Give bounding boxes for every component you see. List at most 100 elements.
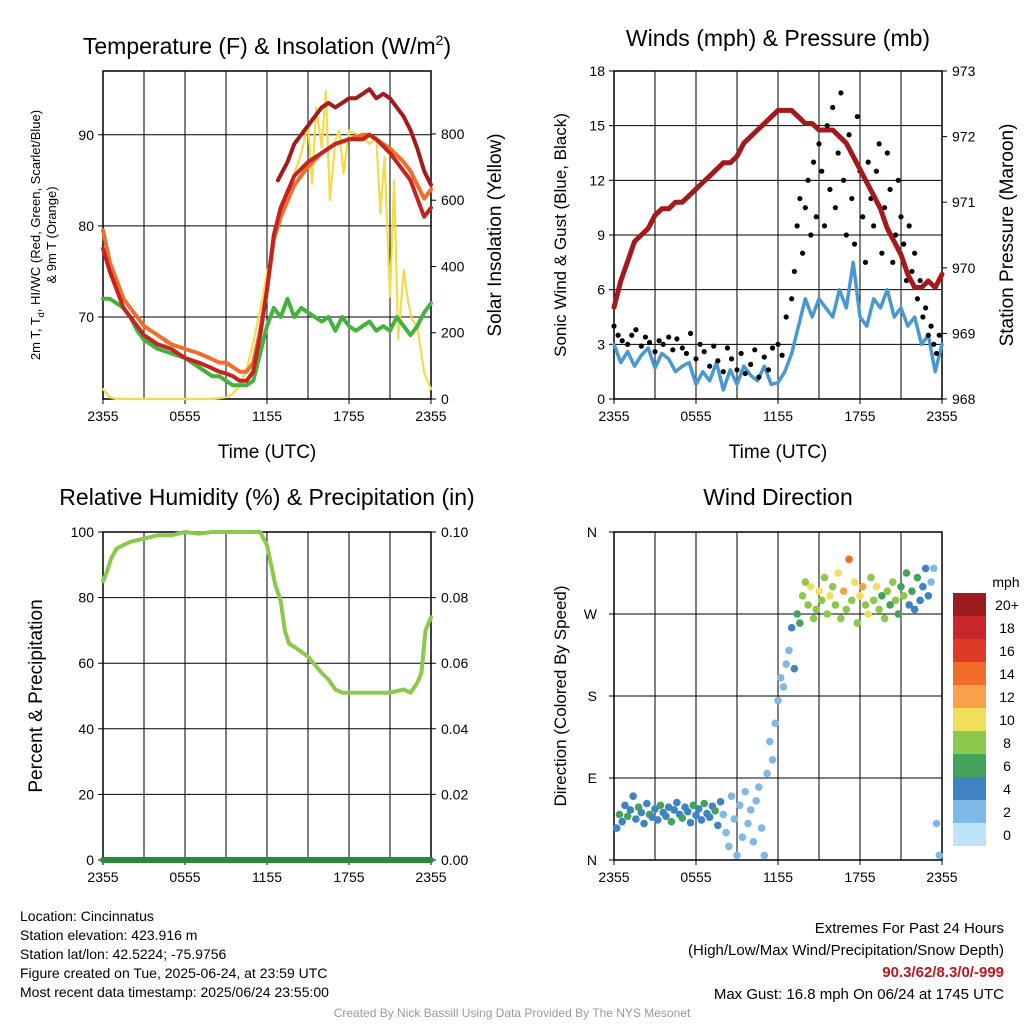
gust-point bbox=[660, 341, 666, 347]
x-tick-label: 1155 bbox=[763, 408, 793, 424]
wind-direction-point bbox=[722, 828, 730, 837]
wind-direction-point bbox=[801, 578, 810, 586]
gust-point bbox=[851, 241, 858, 247]
gust-point bbox=[797, 195, 803, 202]
wind-direction-point bbox=[727, 792, 736, 801]
wind-direction-point bbox=[746, 806, 755, 814]
wind-direction-point bbox=[760, 851, 769, 860]
wind-direction-point bbox=[700, 799, 708, 808]
wind-direction-point bbox=[905, 601, 913, 609]
gust-point bbox=[756, 374, 762, 380]
gust-point bbox=[701, 349, 707, 355]
wind-direction-point bbox=[817, 596, 826, 605]
gust-point bbox=[832, 205, 839, 211]
wind-direction-point bbox=[766, 737, 774, 746]
gust-point bbox=[728, 356, 735, 362]
gust-point bbox=[629, 332, 635, 338]
gust-point bbox=[901, 241, 907, 247]
x-tick-label: 1155 bbox=[252, 869, 282, 885]
colorbar-swatch bbox=[953, 639, 986, 662]
x-tick-label: 0555 bbox=[680, 869, 711, 885]
gust-point bbox=[791, 268, 798, 275]
gust-point bbox=[816, 141, 822, 147]
gust-point bbox=[821, 223, 828, 229]
wind-direction-point bbox=[785, 646, 793, 655]
colorbar-swatch bbox=[953, 616, 986, 639]
wind-direction-point bbox=[848, 596, 856, 605]
gust-point bbox=[794, 223, 800, 229]
colorbar: 20+ 18 16 14 12 10 8 6 4 2 0 bbox=[953, 593, 1019, 846]
left-y-tick-label: W bbox=[584, 606, 598, 622]
wind-direction-point bbox=[872, 582, 881, 591]
x-tick-label: 2355 bbox=[926, 869, 957, 885]
wind-direction-point bbox=[697, 816, 706, 824]
wind-direction-point bbox=[880, 614, 889, 623]
wind-direction-point bbox=[826, 591, 834, 600]
colorbar-label: 8 bbox=[1003, 735, 1011, 751]
max-gust-text: Max Gust: 16.8 mph On 06/24 at 1745 UTC bbox=[713, 986, 1004, 1003]
gust-point bbox=[687, 330, 694, 336]
left-y-tick-label: 18 bbox=[589, 63, 605, 79]
wind-direction-point bbox=[927, 578, 935, 586]
colorbar-unit: mph bbox=[992, 574, 1019, 590]
gust-point bbox=[865, 159, 871, 165]
left-y-tick-label: 0 bbox=[597, 391, 605, 407]
gust-point bbox=[931, 341, 937, 347]
colorbar-label: 14 bbox=[999, 666, 1015, 682]
series-relative-humidity bbox=[101, 530, 433, 695]
wind-direction-point bbox=[621, 801, 629, 810]
wind-direction-point bbox=[749, 837, 758, 846]
left-y-tick-label: 90 bbox=[78, 127, 94, 143]
temp-panel: Temperature (F) & Insolation (W/m2) 2355… bbox=[28, 32, 506, 463]
wind-direction-point bbox=[667, 817, 676, 826]
left-y-tick-label: 15 bbox=[589, 118, 605, 134]
temp-ylabel-right: Solar Insolation (Yellow) bbox=[485, 133, 506, 336]
wind-direction-point bbox=[850, 578, 859, 586]
colorbar-label: 6 bbox=[1003, 758, 1011, 774]
x-tick-label: 2355 bbox=[598, 869, 629, 885]
colorbar-label: 2 bbox=[1003, 804, 1011, 820]
wind-direction-point bbox=[716, 797, 725, 806]
gust-point bbox=[783, 314, 789, 320]
wind-direction-point bbox=[919, 582, 927, 591]
latlon-text: Station lat/lon: 42.5224; -75.9756 bbox=[20, 946, 227, 962]
wind-direction-point bbox=[839, 587, 848, 596]
gust-point bbox=[619, 338, 625, 344]
series-sonic-wind bbox=[612, 260, 944, 392]
left-y-tick-label: 100 bbox=[71, 524, 95, 540]
wind-direction-point bbox=[779, 683, 788, 691]
x-tick-label: 2355 bbox=[598, 408, 629, 424]
wind-direction-point bbox=[913, 573, 922, 582]
gust-point bbox=[813, 214, 819, 220]
wind-direction-point bbox=[815, 587, 823, 596]
wind-direction-point bbox=[615, 810, 624, 819]
x-tick-label: 0555 bbox=[680, 408, 711, 424]
gust-point bbox=[683, 350, 690, 357]
temp-xlabel: Time (UTC) bbox=[218, 442, 317, 463]
wind-direction-point bbox=[787, 623, 796, 632]
wind-direction-point bbox=[768, 755, 777, 764]
wind-direction-point bbox=[932, 819, 941, 828]
wind-direction-point bbox=[741, 787, 749, 796]
credit-text: Created By Nick Bassill Using Data Provi… bbox=[333, 1006, 691, 1020]
wind-direction-point bbox=[845, 555, 853, 564]
gust-point bbox=[879, 250, 885, 256]
colorbar-swatch bbox=[953, 823, 986, 846]
wind-direction-point bbox=[626, 806, 635, 814]
gust-point bbox=[670, 347, 676, 353]
wind-direction-point bbox=[640, 819, 648, 828]
wind-direction-point bbox=[643, 799, 651, 808]
gust-point bbox=[711, 343, 717, 349]
wind-direction-point bbox=[823, 610, 831, 618]
rh-panel: Relative Humidity (%) & Precipitation (i… bbox=[26, 484, 475, 885]
wind-direction-point bbox=[796, 619, 804, 627]
gust-point bbox=[849, 195, 855, 202]
extremes-subtitle: (High/Low/Max Wind/Precipitation/Snow De… bbox=[688, 942, 1004, 959]
gust-point bbox=[923, 305, 929, 311]
wind-direction-point bbox=[714, 821, 722, 830]
wind-direction-point bbox=[725, 842, 733, 851]
left-y-tick-label: S bbox=[588, 688, 597, 704]
wind-direction-point bbox=[842, 605, 851, 614]
gust-point bbox=[715, 358, 721, 364]
